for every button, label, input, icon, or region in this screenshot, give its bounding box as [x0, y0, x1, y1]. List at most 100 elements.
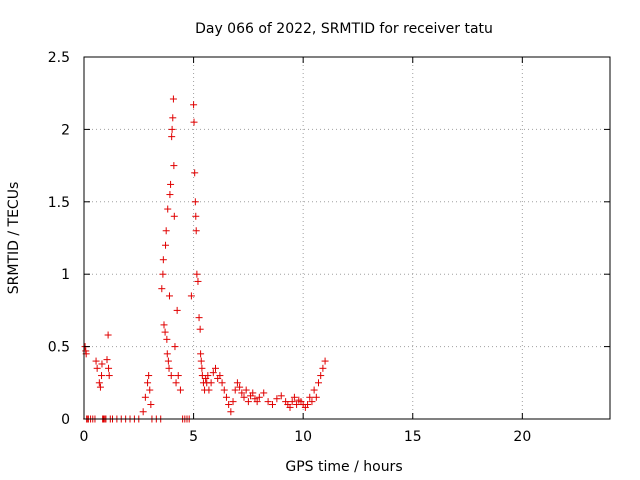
data-point: [277, 392, 285, 400]
data-point: [190, 118, 198, 126]
data-point: [104, 331, 112, 339]
data-point: [220, 386, 228, 394]
data-point: [161, 328, 169, 336]
data-point: [304, 401, 312, 409]
data-point: [196, 325, 204, 333]
data-point: [105, 364, 113, 372]
data-point: [93, 364, 101, 372]
data-point: [162, 227, 170, 235]
data-point: [159, 270, 167, 278]
y-tick-label: 1.5: [48, 195, 70, 211]
data-point: [167, 372, 175, 380]
data-point: [168, 125, 176, 133]
y-tick-label: 0.5: [48, 340, 70, 356]
data-point: [308, 398, 316, 406]
data-point: [222, 393, 230, 401]
data-point: [321, 357, 329, 365]
data-point: [168, 133, 176, 141]
data-point: [288, 398, 296, 406]
data-point: [225, 401, 233, 409]
data-point: [195, 314, 203, 322]
data-point: [216, 372, 224, 380]
data-point: [176, 386, 184, 394]
data-point: [233, 379, 241, 387]
data-point: [193, 270, 201, 278]
data-point: [172, 379, 180, 387]
data-point: [194, 277, 202, 285]
data-point: [218, 379, 226, 387]
data-point: [236, 383, 244, 391]
data-point: [264, 398, 272, 406]
data-point: [205, 386, 213, 394]
data-point: [190, 101, 198, 109]
data-point: [144, 379, 152, 387]
data-point: [139, 408, 147, 416]
data-point: [244, 398, 252, 406]
data-point: [146, 386, 154, 394]
data-point: [169, 114, 177, 122]
data-point: [167, 180, 175, 188]
data-point: [209, 369, 217, 377]
data-point: [242, 386, 250, 394]
data-point: [293, 401, 301, 409]
data-point: [204, 372, 212, 380]
data-point: [169, 95, 177, 103]
tick-layer: 0 5 10 15 20 0 0.5 1 1.5 2 2.5: [48, 50, 610, 445]
data-point: [96, 383, 104, 391]
data-point: [231, 386, 239, 394]
data-point: [166, 191, 174, 199]
data-point: [260, 389, 268, 397]
data-point: [310, 386, 318, 394]
data-point: [249, 389, 257, 397]
data-point: [95, 379, 103, 387]
data-point: [147, 401, 155, 409]
data-point: [164, 205, 172, 213]
data-point: [306, 393, 314, 401]
data-point: [229, 398, 237, 406]
x-tick-label: 10: [294, 429, 312, 445]
data-point: [191, 169, 199, 177]
data-point: [268, 401, 276, 409]
data-point: [240, 393, 248, 401]
data-point: [290, 393, 298, 401]
data-point: [238, 389, 246, 397]
data-point: [312, 393, 320, 401]
data-point: [212, 364, 219, 372]
data-point: [162, 241, 170, 249]
data-point: [174, 372, 182, 380]
data-point: [170, 162, 178, 170]
data-point: [319, 364, 327, 372]
data-point: [187, 292, 195, 300]
data-point: [197, 357, 205, 365]
data-point: [198, 364, 206, 372]
x-tick-label: 5: [189, 429, 198, 445]
data-point: [141, 393, 149, 401]
data-point: [163, 350, 171, 358]
data-point: [171, 343, 179, 351]
data-layer: [81, 95, 329, 423]
data-point: [191, 198, 199, 206]
y-tick-label: 1: [61, 267, 70, 283]
x-axis-label: GPS time / hours: [285, 459, 402, 475]
y-tick-label: 0: [61, 412, 70, 428]
data-point: [197, 350, 205, 358]
data-point: [92, 357, 100, 365]
data-point: [192, 227, 200, 235]
data-point: [165, 364, 173, 372]
data-point: [317, 372, 325, 380]
data-point: [163, 335, 171, 343]
data-point: [160, 321, 168, 329]
x-tick-label: 15: [404, 429, 422, 445]
chart-title: Day 066 of 2022, SRMTID for receiver tat…: [195, 21, 493, 37]
data-point: [253, 398, 261, 406]
data-point: [98, 360, 106, 368]
data-point: [158, 285, 166, 293]
data-point: [159, 256, 167, 264]
data-point: [207, 379, 215, 387]
data-point: [170, 212, 178, 220]
data-point: [105, 372, 113, 380]
y-tick-label: 2: [61, 122, 70, 138]
data-point: [98, 372, 106, 380]
